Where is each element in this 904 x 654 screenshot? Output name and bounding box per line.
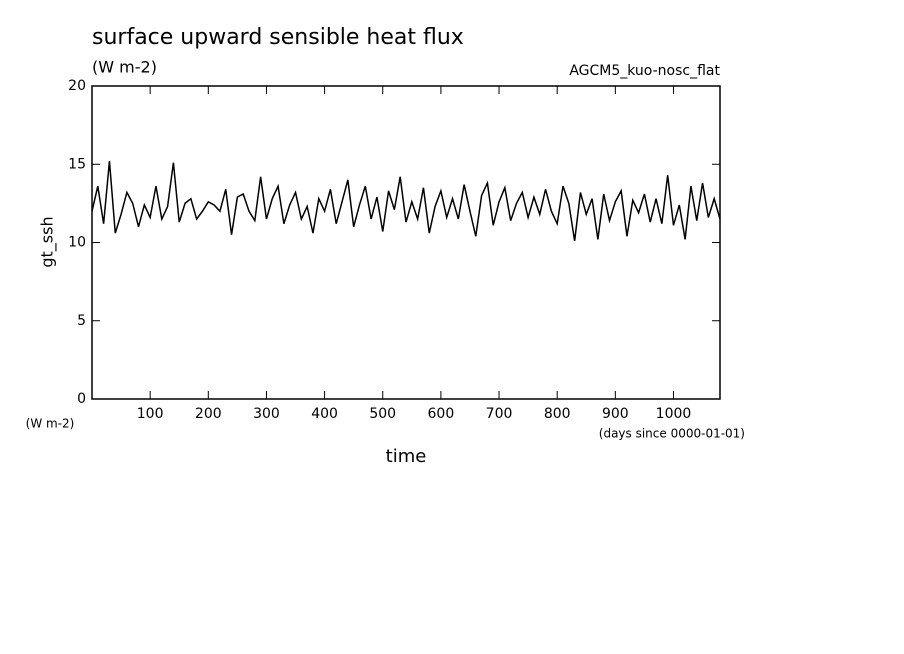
x-tick-label: 300 <box>253 406 280 422</box>
y-tick-label: 0 <box>77 391 86 407</box>
y-tick-label: 20 <box>68 78 86 94</box>
x-tick-label: 900 <box>602 406 629 422</box>
y-axis-label: gt_ssh <box>38 216 58 267</box>
data-line <box>91 161 721 242</box>
y-tick-label: 10 <box>68 235 86 251</box>
x-tick-label: 400 <box>311 406 338 422</box>
x-axis-unit: (days since 0000-01-01) <box>599 427 745 441</box>
chart-subtitle: (W m-2) <box>92 58 157 77</box>
y-tick-label: 5 <box>77 313 86 329</box>
y-axis-unit: (W m-2) <box>26 417 75 431</box>
x-tick-label: 800 <box>544 406 571 422</box>
chart-title: surface upward sensible heat flux <box>92 25 464 50</box>
y-tick-label: 15 <box>68 156 86 172</box>
x-tick-label: 1000 <box>656 406 692 422</box>
x-tick-label: 200 <box>195 406 222 422</box>
x-tick-label: 700 <box>486 406 513 422</box>
annotation: AGCM5_kuo-nosc_flat <box>569 63 720 79</box>
x-tick-label: 600 <box>428 406 455 422</box>
x-tick-label: 100 <box>137 406 164 422</box>
x-axis-label: time <box>386 446 427 467</box>
plot-frame <box>91 85 721 400</box>
x-tick-label: 500 <box>369 406 396 422</box>
